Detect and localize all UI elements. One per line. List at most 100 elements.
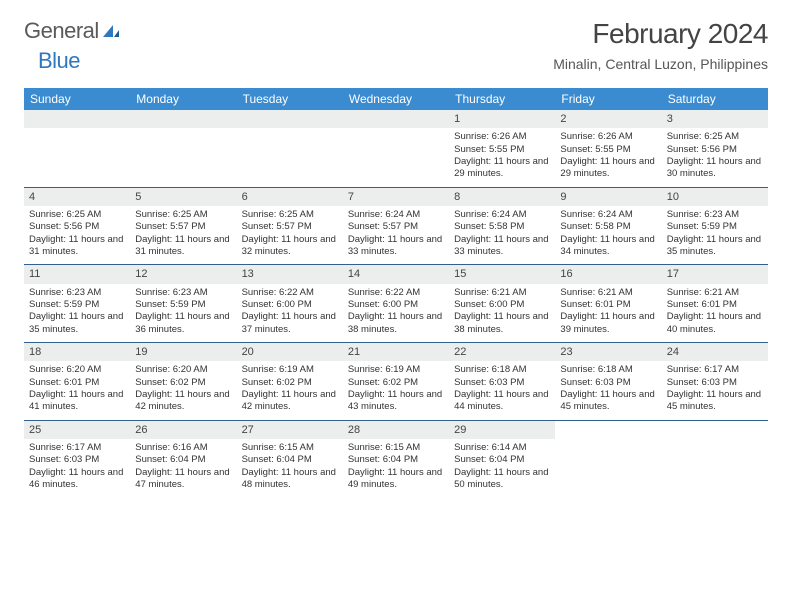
day-number: 14 [343, 265, 449, 283]
sunrise-line: Sunrise: 6:16 AM [135, 442, 231, 454]
day-number: 27 [237, 421, 343, 439]
day-number: 24 [662, 343, 768, 361]
sunrise-line: Sunrise: 6:21 AM [560, 287, 656, 299]
sunset-line: Sunset: 6:03 PM [454, 377, 550, 389]
day-details: Sunrise: 6:17 AMSunset: 6:03 PMDaylight:… [24, 439, 130, 497]
empty-day-body [130, 128, 236, 186]
calendar-cell: 7Sunrise: 6:24 AMSunset: 5:57 PMDaylight… [343, 188, 449, 265]
sunrise-line: Sunrise: 6:26 AM [560, 131, 656, 143]
daylight-line: Daylight: 11 hours and 48 minutes. [242, 467, 338, 492]
day-number: 22 [449, 343, 555, 361]
empty-day-bar [130, 110, 236, 128]
calendar-cell: 19Sunrise: 6:20 AMSunset: 6:02 PMDayligh… [130, 343, 236, 420]
title-block: February 2024 Minalin, Central Luzon, Ph… [553, 18, 768, 72]
daylight-line: Daylight: 11 hours and 41 minutes. [29, 389, 125, 414]
calendar-cell [130, 110, 236, 187]
day-number: 29 [449, 421, 555, 439]
sunset-line: Sunset: 6:01 PM [667, 299, 763, 311]
sunset-line: Sunset: 5:55 PM [454, 144, 550, 156]
sunrise-line: Sunrise: 6:25 AM [29, 209, 125, 221]
daylight-line: Daylight: 11 hours and 35 minutes. [667, 234, 763, 259]
sunrise-line: Sunrise: 6:23 AM [29, 287, 125, 299]
sunset-line: Sunset: 5:57 PM [242, 221, 338, 233]
calendar-cell: 26Sunrise: 6:16 AMSunset: 6:04 PMDayligh… [130, 421, 236, 498]
sunset-line: Sunset: 6:03 PM [667, 377, 763, 389]
day-details: Sunrise: 6:25 AMSunset: 5:57 PMDaylight:… [130, 206, 236, 264]
sunset-line: Sunset: 6:04 PM [454, 454, 550, 466]
day-details: Sunrise: 6:18 AMSunset: 6:03 PMDaylight:… [449, 361, 555, 419]
day-number: 20 [237, 343, 343, 361]
calendar-cell: 4Sunrise: 6:25 AMSunset: 5:56 PMDaylight… [24, 188, 130, 265]
day-number: 7 [343, 188, 449, 206]
logo-sail-icon [101, 23, 121, 39]
sunset-line: Sunset: 5:59 PM [667, 221, 763, 233]
calendar-page: General February 2024 Minalin, Central L… [0, 0, 792, 515]
day-number: 8 [449, 188, 555, 206]
day-details: Sunrise: 6:20 AMSunset: 6:02 PMDaylight:… [130, 361, 236, 419]
empty-day-bar [237, 110, 343, 128]
day-number: 19 [130, 343, 236, 361]
sunset-line: Sunset: 6:02 PM [242, 377, 338, 389]
day-details: Sunrise: 6:22 AMSunset: 6:00 PMDaylight:… [237, 284, 343, 342]
logo-text-2: Blue [38, 48, 80, 73]
empty-day-body [237, 128, 343, 186]
sunrise-line: Sunrise: 6:26 AM [454, 131, 550, 143]
daylight-line: Daylight: 11 hours and 43 minutes. [348, 389, 444, 414]
sunrise-line: Sunrise: 6:24 AM [348, 209, 444, 221]
daylight-line: Daylight: 11 hours and 31 minutes. [135, 234, 231, 259]
calendar-cell: 1Sunrise: 6:26 AMSunset: 5:55 PMDaylight… [449, 110, 555, 187]
daylight-line: Daylight: 11 hours and 29 minutes. [454, 156, 550, 181]
day-number: 26 [130, 421, 236, 439]
day-number: 3 [662, 110, 768, 128]
calendar-cell: 12Sunrise: 6:23 AMSunset: 5:59 PMDayligh… [130, 265, 236, 342]
calendar-cell: 8Sunrise: 6:24 AMSunset: 5:58 PMDaylight… [449, 188, 555, 265]
daylight-line: Daylight: 11 hours and 40 minutes. [667, 311, 763, 336]
calendar-cell: 24Sunrise: 6:17 AMSunset: 6:03 PMDayligh… [662, 343, 768, 420]
sunset-line: Sunset: 5:56 PM [667, 144, 763, 156]
sunrise-line: Sunrise: 6:20 AM [135, 364, 231, 376]
calendar-cell: 3 Sunrise: 6:25 AMSunset: 5:56 PMDaylight… [662, 110, 768, 187]
day-number: 23 [555, 343, 661, 361]
sunrise-line: Sunrise: 6:15 AM [242, 442, 338, 454]
calendar-week: 11Sunrise: 6:23 AMSunset: 5:59 PMDayligh… [24, 265, 768, 343]
sunset-line: Sunset: 5:58 PM [454, 221, 550, 233]
daylight-line: Daylight: 11 hours and 30 minutes. [667, 156, 763, 181]
day-details: Sunrise: 6:24 AMSunset: 5:58 PMDaylight:… [449, 206, 555, 264]
sunrise-line: Sunrise: 6:25 AM [667, 131, 763, 143]
weekday-label: Thursday [449, 88, 555, 110]
sunset-line: Sunset: 6:00 PM [348, 299, 444, 311]
calendar-cell: 15Sunrise: 6:21 AMSunset: 6:00 PMDayligh… [449, 265, 555, 342]
sunrise-line: Sunrise: 6:17 AM [29, 442, 125, 454]
day-number: 11 [24, 265, 130, 283]
sunset-line: Sunset: 6:03 PM [29, 454, 125, 466]
calendar-cell: 13Sunrise: 6:22 AMSunset: 6:00 PMDayligh… [237, 265, 343, 342]
day-details: Sunrise: 6:15 AMSunset: 6:04 PMDaylight:… [343, 439, 449, 497]
calendar-cell: 17Sunrise: 6:21 AMSunset: 6:01 PMDayligh… [662, 265, 768, 342]
weeks-container: 1Sunrise: 6:26 AMSunset: 5:55 PMDaylight… [24, 110, 768, 497]
day-number: 4 [24, 188, 130, 206]
sunrise-line: Sunrise: 6:14 AM [454, 442, 550, 454]
calendar-cell: 6Sunrise: 6:25 AMSunset: 5:57 PMDaylight… [237, 188, 343, 265]
daylight-line: Daylight: 11 hours and 37 minutes. [242, 311, 338, 336]
calendar-cell: 29Sunrise: 6:14 AMSunset: 6:04 PMDayligh… [449, 421, 555, 498]
calendar-grid: Sunday Monday Tuesday Wednesday Thursday… [24, 88, 768, 497]
day-details: Sunrise: 6:21 AMSunset: 6:01 PMDaylight:… [555, 284, 661, 342]
calendar-cell [662, 421, 768, 498]
day-details: Sunrise: 6:21 AMSunset: 6:01 PMDaylight:… [662, 284, 768, 342]
weekday-label: Wednesday [343, 88, 449, 110]
day-details: Sunrise: 6:18 AMSunset: 6:03 PMDaylight:… [555, 361, 661, 419]
weekday-label: Tuesday [237, 88, 343, 110]
sunrise-line: Sunrise: 6:23 AM [135, 287, 231, 299]
day-details: Sunrise: 6:19 AMSunset: 6:02 PMDaylight:… [343, 361, 449, 419]
sunrise-line: Sunrise: 6:22 AM [348, 287, 444, 299]
day-number: 15 [449, 265, 555, 283]
empty-day-bar [24, 110, 130, 128]
daylight-line: Daylight: 11 hours and 39 minutes. [560, 311, 656, 336]
calendar-cell [555, 421, 661, 498]
weekday-header: Sunday Monday Tuesday Wednesday Thursday… [24, 88, 768, 110]
calendar-cell: 27Sunrise: 6:15 AMSunset: 6:04 PMDayligh… [237, 421, 343, 498]
sunrise-line: Sunrise: 6:20 AM [29, 364, 125, 376]
sunrise-line: Sunrise: 6:19 AM [348, 364, 444, 376]
sunrise-line: Sunrise: 6:18 AM [560, 364, 656, 376]
day-number: 13 [237, 265, 343, 283]
